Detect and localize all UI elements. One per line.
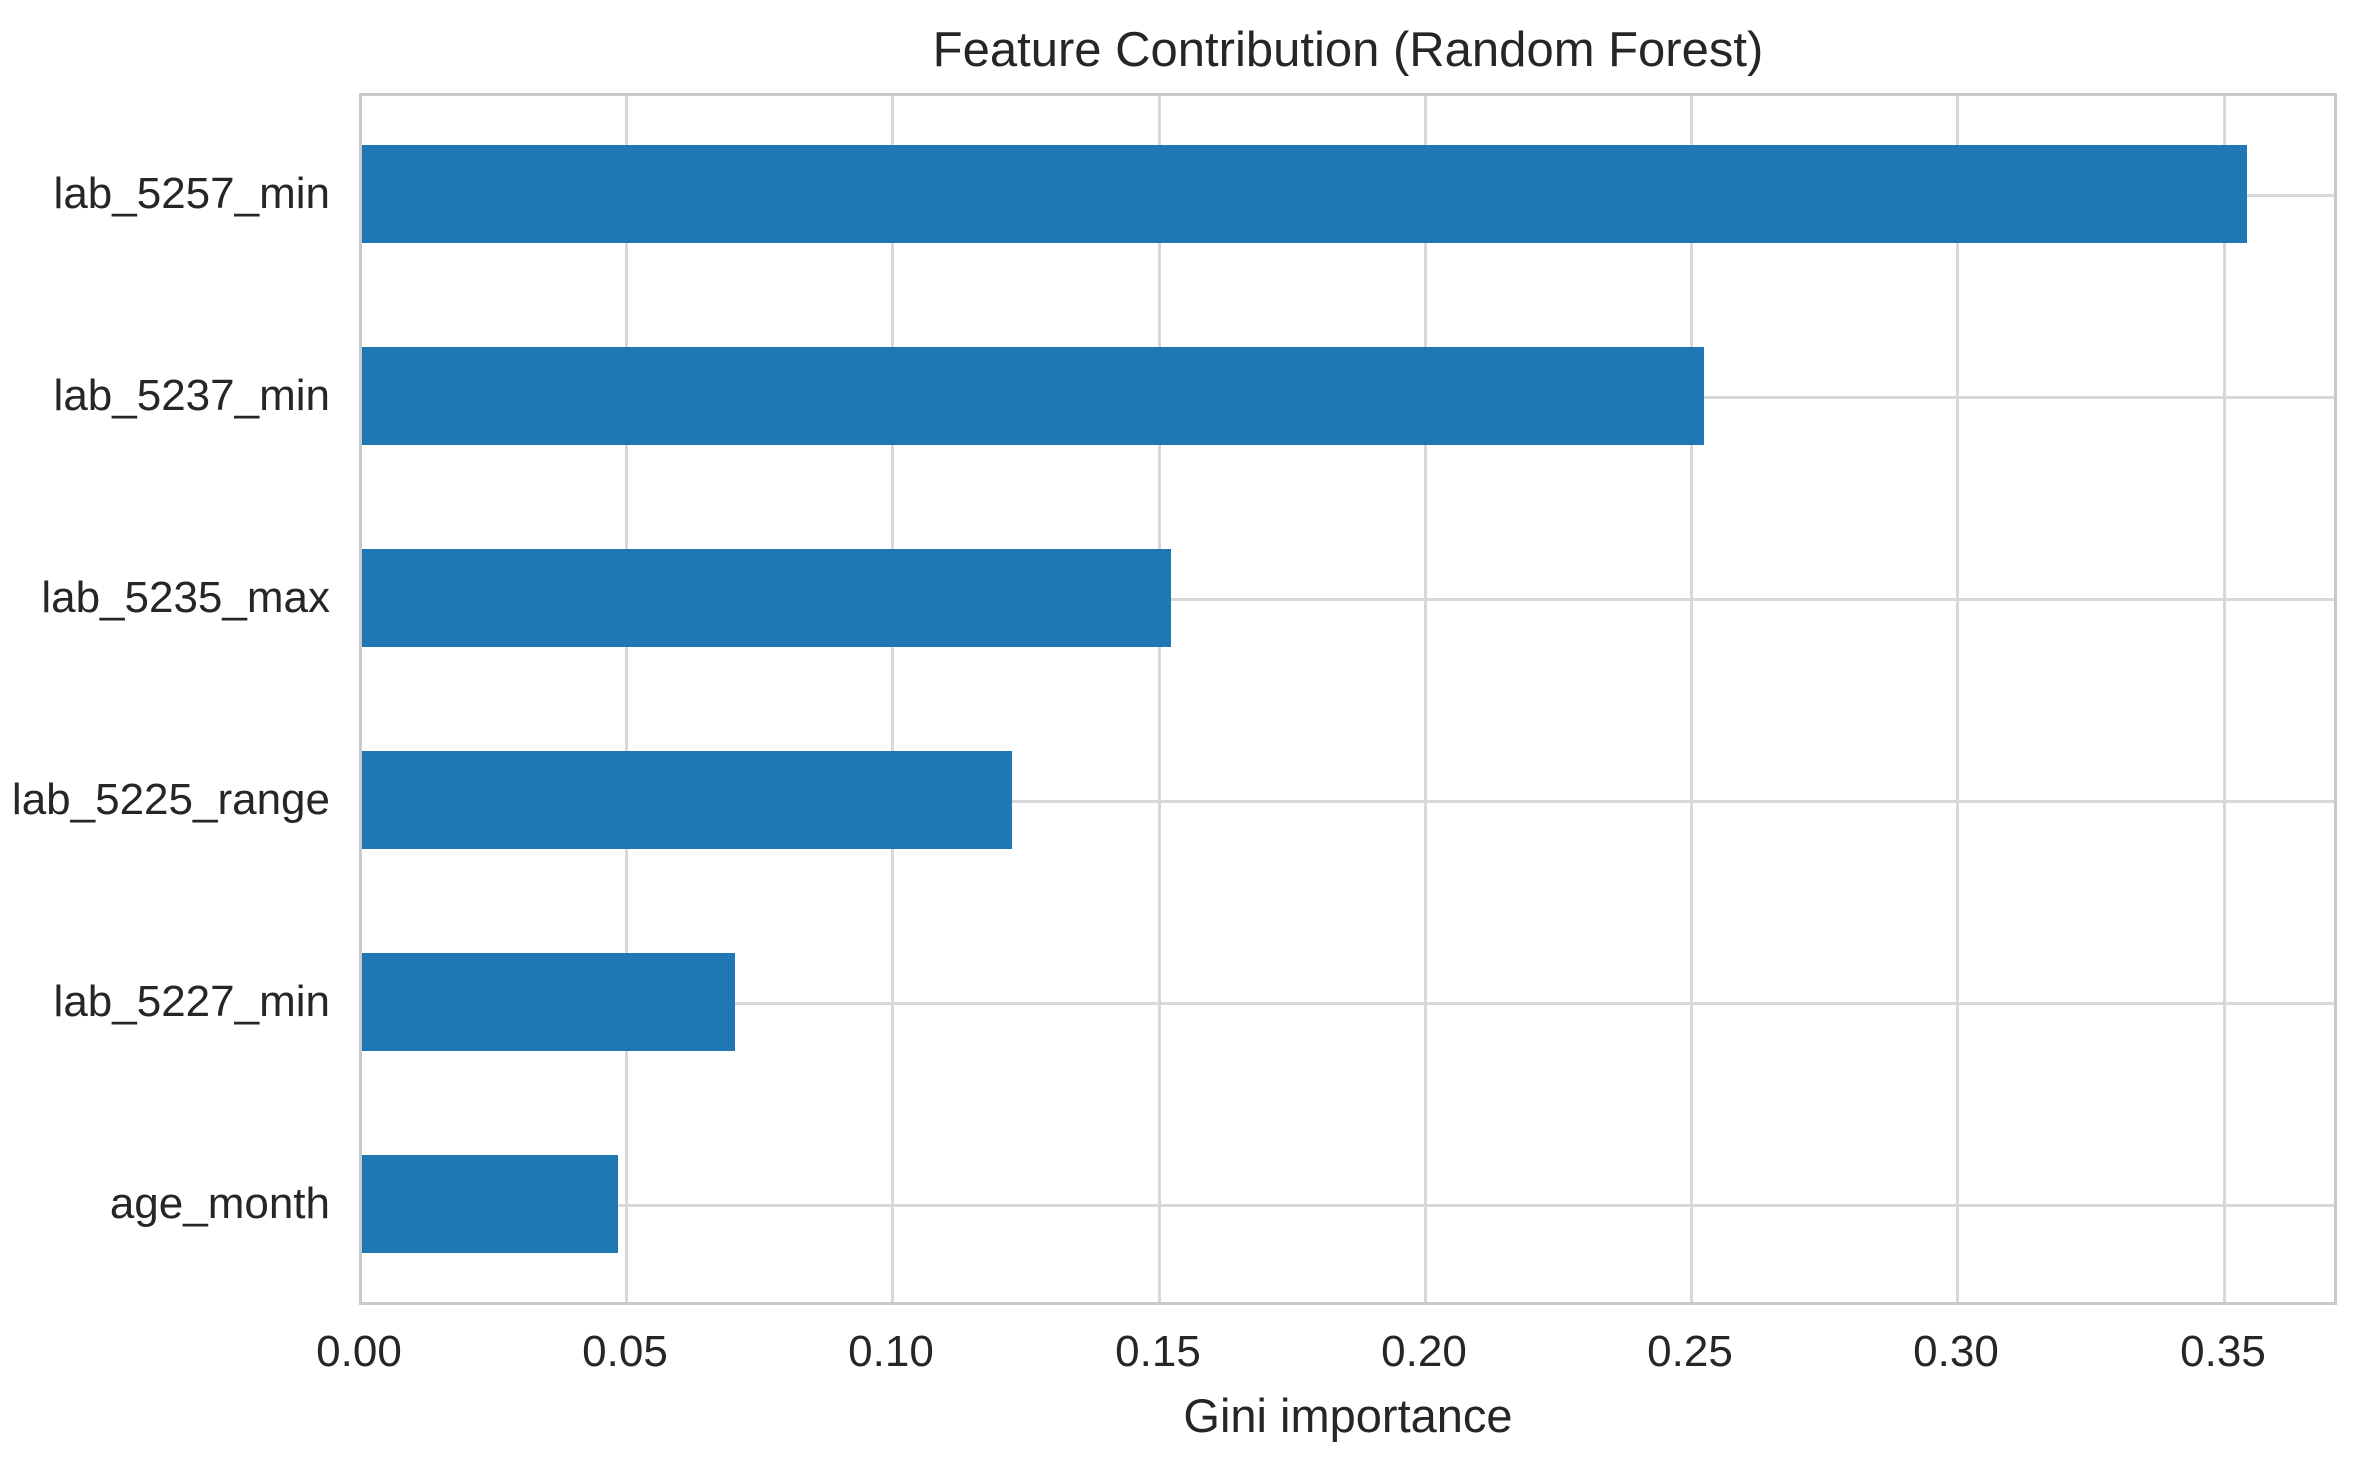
bar-lab_5235_max: [362, 549, 1171, 647]
x-tick-label: 0.20: [1381, 1327, 1467, 1376]
bar-lab_5227_min: [362, 953, 735, 1051]
gridline-vertical: [1956, 96, 1959, 1302]
y-tick-label: lab_5257_min: [53, 169, 330, 218]
x-tick-label: 0.25: [1647, 1327, 1733, 1376]
gridline-vertical: [1424, 96, 1427, 1302]
gridline-horizontal: [362, 1204, 2334, 1207]
gridline-vertical: [625, 96, 628, 1302]
x-tick-label: 0.30: [1913, 1327, 1999, 1376]
gridline-vertical: [1158, 96, 1161, 1302]
gridline-vertical: [891, 96, 894, 1302]
chart-title: Feature Contribution (Random Forest): [932, 23, 1764, 77]
x-tick-label: 0.35: [2180, 1327, 2266, 1376]
y-tick-label: lab_5235_max: [41, 573, 330, 622]
gridline-horizontal: [362, 598, 2334, 601]
y-tick-label: age_month: [109, 1179, 330, 1228]
bar-lab_5257_min: [362, 145, 2247, 243]
bar-lab_5225_range: [362, 751, 1012, 849]
x-tick-label: 0.15: [1115, 1327, 1201, 1376]
x-tick-label: 0.00: [316, 1327, 402, 1376]
gridline-horizontal: [362, 800, 2334, 803]
x-tick-label: 0.10: [848, 1327, 934, 1376]
plot-area: [359, 93, 2337, 1305]
y-tick-label: lab_5227_min: [53, 977, 330, 1026]
bar-age_month: [362, 1155, 618, 1253]
gridline-vertical: [1690, 96, 1693, 1302]
y-tick-label: lab_5237_min: [53, 371, 330, 420]
y-tick-label: lab_5225_range: [11, 775, 330, 824]
x-axis-label: Gini importance: [1183, 1389, 1513, 1442]
gridline-vertical: [2223, 96, 2226, 1302]
bar-lab_5237_min: [362, 347, 1704, 445]
x-tick-label: 0.05: [582, 1327, 668, 1376]
gridline-horizontal: [362, 1002, 2334, 1005]
